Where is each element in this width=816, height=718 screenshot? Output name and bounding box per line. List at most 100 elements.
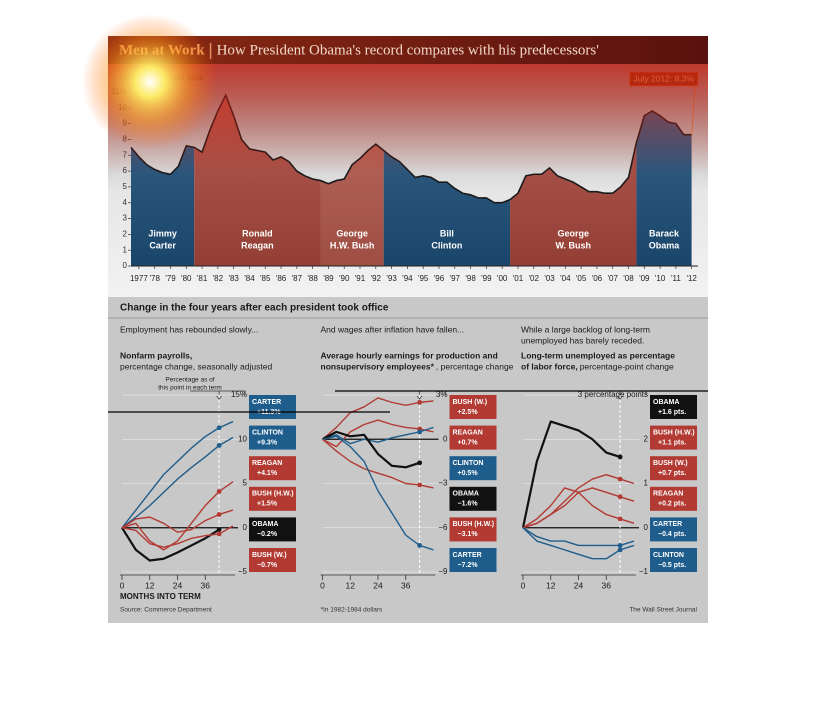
legend-name: REAGAN: [453, 429, 483, 436]
chart-title: Men at Work: [119, 42, 205, 58]
current-dot: [417, 482, 423, 488]
legend-box: [650, 456, 697, 481]
legend-name: BUSH (W.): [653, 460, 688, 467]
chart-subtitle: How President Obama's record compares wi…: [217, 42, 600, 58]
y-tick-label: 0: [443, 434, 448, 443]
y-tick-label: 2: [644, 434, 649, 443]
legend-value: +4.1%: [257, 470, 278, 477]
x-tick-label: 0: [120, 580, 125, 590]
y-tick-label: −9: [438, 567, 448, 576]
y-tick-label: 10: [118, 103, 127, 112]
x-tick-label: '84: [244, 274, 255, 283]
x-tick-label: '92: [371, 274, 382, 283]
legend-box: [249, 425, 296, 450]
x-tick-label: '04: [560, 274, 571, 283]
x-tick-label: '82: [213, 274, 224, 283]
president-label: W. Bush: [555, 240, 591, 250]
president-label: Ronald: [242, 228, 273, 238]
y-tick-label: 7: [123, 150, 128, 159]
x-tick-label: '95: [418, 274, 429, 283]
series-line: [121, 509, 234, 533]
legend-value: +0.7%: [458, 439, 479, 446]
heading-detail: percentage change, seasonally adjusted: [120, 361, 272, 371]
y-tick-label: 2: [123, 229, 128, 238]
legend-name: REAGAN: [252, 460, 282, 467]
legend-box: [249, 456, 296, 481]
x-tick-label: 24: [574, 580, 584, 590]
y-tick-label: 11%: [112, 87, 127, 96]
x-tick-label: '89: [323, 274, 334, 283]
legend-box: [449, 517, 497, 542]
president-label: Clinton: [431, 240, 462, 250]
x-tick-label: 24: [173, 580, 183, 590]
series-line: [121, 481, 234, 551]
legend-name: OBAMA: [252, 521, 278, 528]
x-tick-label: '87: [292, 274, 303, 283]
x-tick-label: '01: [513, 274, 524, 283]
series-line: [322, 426, 434, 445]
heading: of labor force,: [521, 361, 578, 371]
y-tick-label: 1: [644, 479, 649, 488]
x-tick-label: '12: [686, 274, 697, 283]
series-line: [121, 527, 220, 562]
president-label: Barack: [649, 228, 680, 238]
president-label: Carter: [149, 240, 176, 250]
annotation: July 2012: 8.3%: [634, 73, 695, 83]
legend-box: [449, 486, 497, 511]
kicker: And wages after inflation have fallen...: [321, 324, 465, 334]
legend-value: +1.5%: [257, 501, 278, 508]
legend-box: [650, 548, 697, 572]
y-tick-label: −6: [438, 523, 448, 532]
heading: Average hourly earnings for production a…: [321, 350, 498, 360]
kicker: unemployed has barely receded.: [521, 335, 644, 345]
x-tick-label: 12: [546, 580, 556, 590]
legend-box: [449, 425, 497, 450]
current-dot: [216, 531, 222, 537]
x-tick-label: 0: [320, 580, 325, 590]
legend-value: −3.1%: [458, 531, 479, 538]
x-tick-label: '98: [465, 274, 476, 283]
legend-box: [249, 486, 296, 511]
legend-value: +0.7 pts.: [658, 470, 686, 477]
legend-value: +1.1 pts.: [658, 439, 686, 446]
lower-panel-background: [108, 297, 708, 623]
x-tick-label: '06: [592, 274, 603, 283]
current-dot: [417, 399, 423, 405]
legend-name: CARTER: [453, 552, 482, 559]
legend-box: [249, 548, 296, 572]
x-tick-label: 12: [145, 580, 155, 590]
x-tick-label: '86: [276, 274, 287, 283]
legend-name: OBAMA: [653, 399, 679, 406]
legend-name: CLINTON: [653, 552, 684, 559]
x-tick-label: '79: [165, 274, 176, 283]
legend-value: −1.6%: [458, 501, 479, 508]
x-tick-label: '85: [260, 274, 271, 283]
legend-name: OBAMA: [453, 491, 479, 498]
y-tick-label: 4: [123, 198, 128, 207]
series-line: [121, 420, 234, 529]
heading-detail: , percentage change: [436, 361, 514, 371]
y-tick-label: 5: [123, 182, 128, 191]
current-dot: [617, 476, 623, 482]
y-tick-label: 0: [644, 523, 649, 532]
series-line: [322, 435, 434, 551]
legend-box: [449, 548, 497, 572]
current-dot: [417, 543, 423, 548]
legend-name: CARTER: [252, 399, 281, 406]
legend-box: [249, 517, 296, 542]
legend-value: −7.2%: [458, 562, 479, 569]
legend-name: CLINTON: [252, 429, 283, 436]
current-dot: [216, 425, 222, 431]
president-label: George: [557, 228, 589, 238]
series-line: [121, 525, 234, 548]
x-tick-label: '00: [497, 274, 508, 283]
y-tick-label: 5: [243, 479, 248, 488]
x-tick-label: 36: [401, 580, 411, 590]
y-tick-label: 0: [123, 261, 128, 270]
current-dot: [617, 454, 623, 460]
y-tick-label: 0: [243, 523, 248, 532]
x-tick-label: '11: [671, 274, 681, 283]
y-tick-label: −1: [639, 567, 649, 576]
